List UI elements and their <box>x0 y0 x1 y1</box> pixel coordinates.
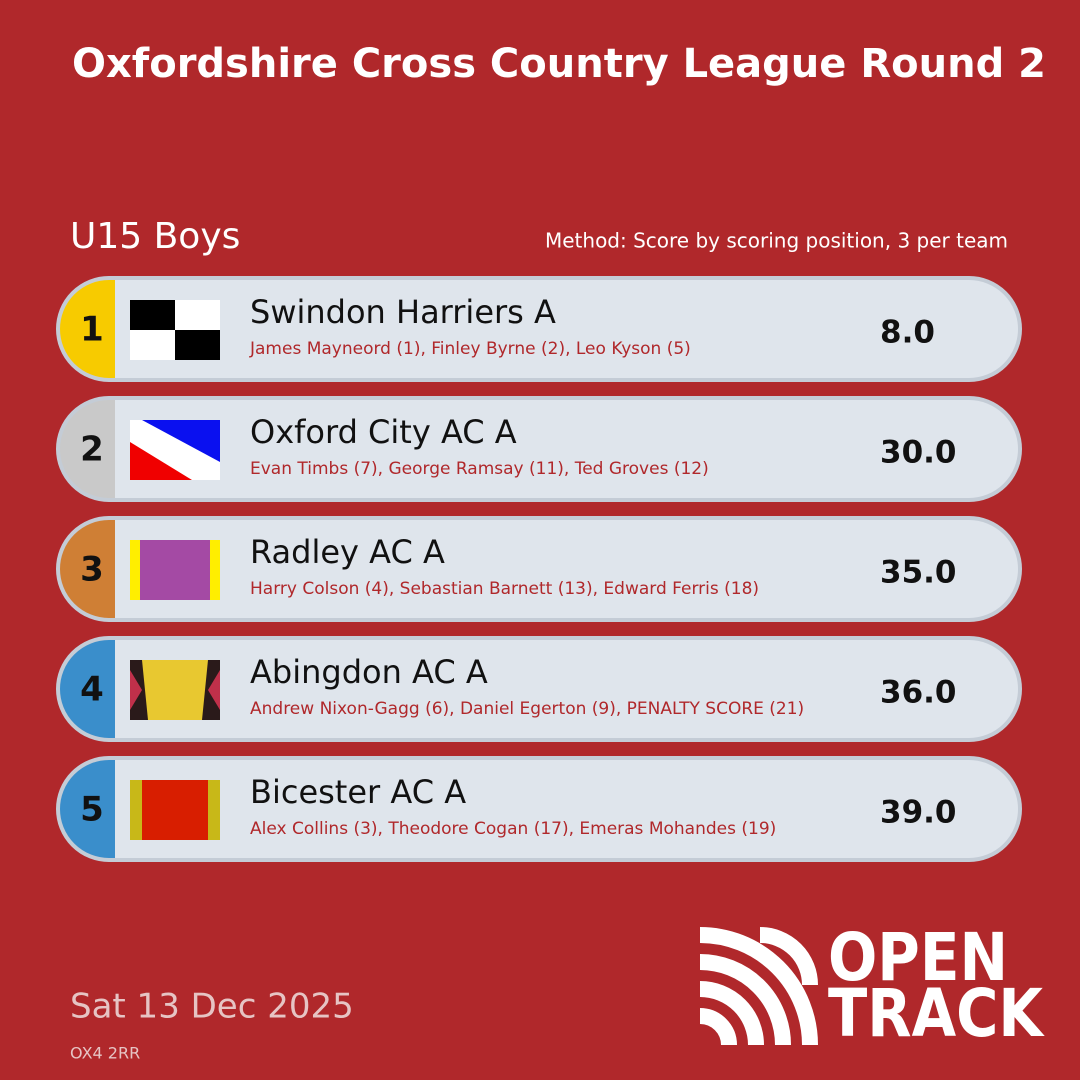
position: 5 <box>80 790 104 830</box>
postcode: OX4 2RR <box>70 1044 140 1063</box>
row-border <box>56 396 1022 502</box>
row-background <box>58 518 1020 620</box>
position: 1 <box>80 310 104 350</box>
flag <box>130 300 175 330</box>
result-row: 5 Bicester AC A Alex Collins (3), Theodore… <box>56 756 1022 862</box>
flag <box>142 780 208 840</box>
score: 36.0 <box>880 675 957 711</box>
result-row: 3 Radley AC A Harry Colson (4), Sebastian … <box>56 516 1022 622</box>
result-row: 1 Swindon Harriers A James Mayneord (1), F… <box>56 276 1022 382</box>
team-flag <box>130 660 220 720</box>
runners: Andrew Nixon-Gagg (6), Daniel Egerton (9… <box>250 699 804 719</box>
flag <box>175 330 220 360</box>
team-flag <box>130 540 220 600</box>
score: 30.0 <box>880 435 957 471</box>
score: 35.0 <box>880 555 957 591</box>
flag <box>142 660 208 720</box>
row-border <box>56 516 1022 622</box>
team-name: Abingdon AC A <box>250 653 488 691</box>
runners: Alex Collins (3), Theodore Cogan (17), E… <box>250 819 776 839</box>
logo-mark <box>699 927 818 1046</box>
team-name: Radley AC A <box>250 533 445 571</box>
flag <box>130 670 142 710</box>
row-background <box>58 398 1020 500</box>
category: U15 Boys <box>70 216 240 257</box>
row-border <box>56 276 1022 382</box>
logo-text: TRACK <box>828 975 1045 1052</box>
team-flag <box>130 300 220 360</box>
runners: Harry Colson (4), Sebastian Barnett (13)… <box>250 579 759 599</box>
title: Oxfordshire Cross Country League Round 2 <box>72 41 1046 87</box>
row-background <box>58 278 1020 380</box>
row-background <box>58 638 1020 740</box>
team-flag <box>130 420 220 480</box>
team-name: Oxford City AC A <box>250 413 517 451</box>
team-name: Swindon Harriers A <box>250 293 556 331</box>
team-flag <box>130 780 220 840</box>
row-border <box>56 636 1022 742</box>
team-name: Bicester AC A <box>250 773 466 811</box>
result-row: 2 Oxford City AC A Evan Timbs (7), George … <box>56 396 1022 502</box>
position: 3 <box>80 550 104 590</box>
date: Sat 13 Dec 2025 <box>70 987 354 1027</box>
score: 8.0 <box>880 315 935 351</box>
row-background <box>58 758 1020 860</box>
flag <box>140 540 210 600</box>
row-border <box>56 756 1022 862</box>
runners: James Mayneord (1), Finley Byrne (2), Le… <box>249 339 691 359</box>
runners: Evan Timbs (7), George Ramsay (11), Ted … <box>250 459 709 479</box>
position: 2 <box>80 430 104 470</box>
flag <box>208 670 220 710</box>
flag <box>130 442 192 480</box>
flag <box>142 420 220 462</box>
method: Method: Score by scoring position, 3 per… <box>545 229 1008 253</box>
score: 39.0 <box>880 795 957 831</box>
results-list: 1 Swindon Harriers A James Mayneord (1), F… <box>56 276 1022 862</box>
logo-text: OPEN <box>828 919 1008 996</box>
result-row: 4 Abingdon AC A Andrew Nixon-Gagg (6), Dan… <box>56 636 1022 742</box>
position: 4 <box>80 670 104 710</box>
